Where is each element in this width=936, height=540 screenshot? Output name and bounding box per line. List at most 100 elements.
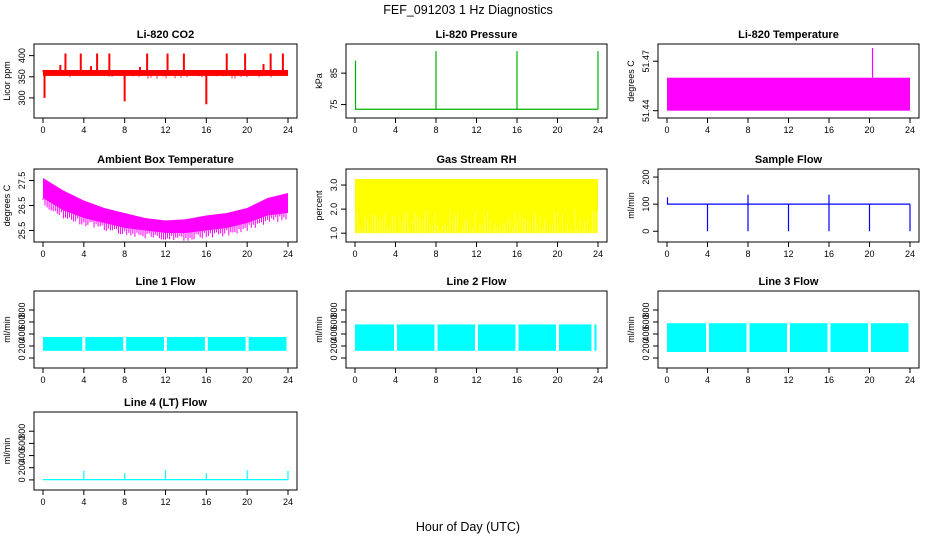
- x-tick-label: 12: [160, 125, 170, 135]
- y-tick-label: 3.0: [329, 179, 339, 192]
- panel-title: Line 1 Flow: [136, 276, 196, 288]
- data-band: [667, 77, 910, 111]
- flow-band-segment: [43, 337, 83, 351]
- data-series: [43, 470, 289, 481]
- noise-texture: [357, 208, 598, 234]
- panel-title: Gas Stream RH: [436, 154, 516, 166]
- x-tick-label: 24: [905, 249, 915, 259]
- y-axis-label: ml/min: [626, 316, 636, 343]
- data-series: [354, 51, 599, 110]
- plot-frame: [33, 43, 298, 119]
- y-tick-label: 800: [17, 302, 27, 317]
- x-tick-label: 12: [783, 249, 793, 259]
- x-tick-label: 20: [242, 125, 252, 135]
- x-tick-label: 4: [81, 125, 86, 135]
- x-tick-label: 20: [552, 249, 562, 259]
- y-tick-label: 75: [329, 100, 339, 110]
- flow-band-segment: [397, 324, 435, 351]
- flow-band-segment: [830, 323, 868, 352]
- y-tick-label: 350: [17, 69, 27, 84]
- flow-band-segment: [207, 337, 246, 351]
- flow-band-segment: [790, 323, 828, 352]
- x-tick-label: 20: [552, 375, 562, 385]
- x-tick-label: 20: [864, 375, 874, 385]
- flow-band-segment: [518, 324, 556, 351]
- figure-x-label: Hour of Day (UTC): [416, 520, 520, 534]
- y-tick-label: 400: [641, 326, 651, 341]
- x-tick-label: 16: [824, 125, 834, 135]
- panel-title: Line 2 Flow: [447, 276, 507, 288]
- chart-panel-4: Ambient Box Temperature degrees C 0 4 8 12 16 2…: [2, 154, 298, 259]
- x-tick-label: 16: [512, 375, 522, 385]
- y-tick-label: 800: [329, 302, 339, 317]
- data-band: [355, 179, 598, 234]
- flow-band-segment: [871, 323, 909, 352]
- x-tick-label: 12: [471, 125, 481, 135]
- x-tick-label: 4: [393, 375, 398, 385]
- x-tick-label: 4: [81, 375, 86, 385]
- x-tick-label: 4: [81, 249, 86, 259]
- y-tick-label: 600: [17, 436, 27, 451]
- figure-title: FEF_091203 1 Hz Diagnostics: [383, 3, 553, 17]
- y-tick-label: 0: [329, 355, 339, 360]
- x-tick-label: 0: [40, 497, 45, 507]
- flow-band-segment: [248, 337, 287, 351]
- x-tick-label: 24: [593, 125, 603, 135]
- flow-band-segment: [85, 337, 124, 351]
- y-axis-label: ml/min: [2, 316, 12, 343]
- y-tick-label: 0: [641, 355, 651, 360]
- y-axis-label: ml/min: [314, 316, 324, 343]
- chart-panel-1: Li-820 CO2 Licor ppm 0 4 8 12 16 20 24 300 350 400: [2, 29, 298, 135]
- x-tick-label: 16: [201, 497, 211, 507]
- y-tick-label: 400: [329, 326, 339, 341]
- x-tick-label: 0: [352, 375, 357, 385]
- x-tick-label: 4: [705, 125, 710, 135]
- y-tick-label: 300: [17, 90, 27, 105]
- x-tick-label: 20: [242, 497, 252, 507]
- x-tick-label: 0: [664, 125, 669, 135]
- y-tick-label: 800: [17, 424, 27, 439]
- x-tick-label: 16: [824, 375, 834, 385]
- flow-band-segment: [709, 323, 747, 352]
- y-tick-label: 200: [329, 338, 339, 353]
- data-series: [666, 194, 911, 232]
- x-tick-label: 16: [201, 375, 211, 385]
- y-tick-label: 0: [641, 229, 651, 234]
- y-tick-label: 200: [641, 338, 651, 353]
- plot-frame: [33, 290, 298, 369]
- panel-title: Li-820 CO2: [137, 29, 194, 41]
- x-tick-label: 4: [393, 125, 398, 135]
- y-tick-label: 200: [17, 460, 27, 475]
- flow-band-segment: [355, 324, 394, 351]
- x-tick-label: 0: [40, 125, 45, 135]
- data-series: [43, 337, 287, 351]
- x-tick-label: 16: [201, 125, 211, 135]
- x-tick-label: 8: [122, 375, 127, 385]
- y-axis-label: degrees C: [626, 60, 636, 102]
- x-tick-label: 0: [352, 125, 357, 135]
- y-tick-label: 0: [17, 355, 27, 360]
- flow-band-segment: [594, 324, 597, 351]
- x-tick-label: 8: [745, 249, 750, 259]
- chart-panel-6: Sample Flow ml/min 0 4 8 12 16 20 24 0 100 200: [626, 154, 920, 259]
- x-tick-label: 16: [824, 249, 834, 259]
- x-tick-label: 24: [283, 375, 293, 385]
- x-tick-label: 4: [705, 249, 710, 259]
- x-tick-label: 24: [905, 125, 915, 135]
- x-tick-label: 20: [242, 249, 252, 259]
- x-tick-label: 16: [512, 249, 522, 259]
- x-tick-label: 24: [283, 249, 293, 259]
- y-axis-label: degrees C: [2, 184, 12, 226]
- temperature-envelope: [43, 178, 288, 233]
- y-tick-label: 200: [641, 170, 651, 185]
- y-tick-label: 51.47: [641, 50, 651, 73]
- flow-band-segment: [749, 323, 787, 352]
- x-tick-label: 12: [160, 249, 170, 259]
- y-tick-label: 600: [329, 314, 339, 329]
- x-tick-label: 4: [81, 497, 86, 507]
- y-tick-label: 85: [329, 68, 339, 78]
- x-tick-label: 0: [352, 249, 357, 259]
- data-series: [42, 178, 288, 241]
